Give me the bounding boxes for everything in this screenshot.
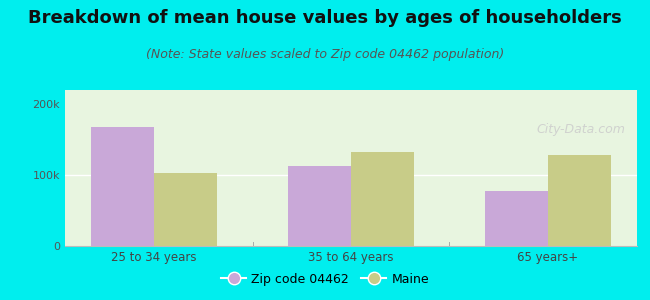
Bar [288,166,351,246]
Legend: Zip code 04462, Maine: Zip code 04462, Maine [216,268,434,291]
Bar [351,152,414,246]
Bar [154,173,217,246]
Bar [485,191,548,246]
Text: City-Data.com: City-Data.com [537,122,625,136]
Text: (Note: State values scaled to Zip code 04462 population): (Note: State values scaled to Zip code 0… [146,48,504,61]
Bar [548,155,611,246]
Bar [91,127,154,246]
Text: Breakdown of mean house values by ages of householders: Breakdown of mean house values by ages o… [28,9,622,27]
